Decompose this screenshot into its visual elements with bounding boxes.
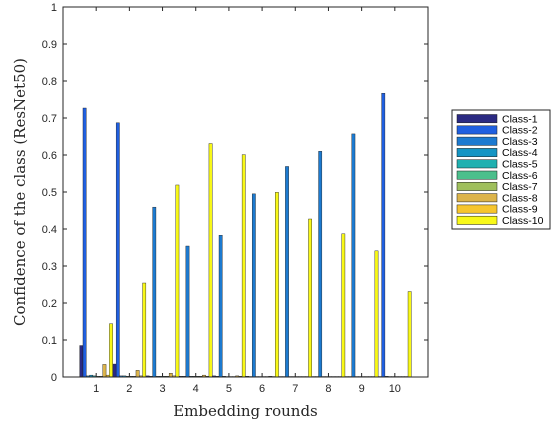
x-axis-label: Embedding rounds [173, 402, 318, 420]
bar-class-2-round-10 [381, 93, 386, 378]
x-tick-label: 2 [126, 383, 132, 395]
bar-class-10-round-9 [374, 250, 379, 378]
x-tick-label: 5 [226, 383, 232, 395]
y-tick-label: 0.9 [42, 39, 57, 51]
y-tick-label: 0 [51, 372, 57, 384]
bar-class-10-round-1 [109, 323, 113, 378]
bar-class-3-round-6 [251, 193, 256, 378]
y-tick-label: 1 [51, 2, 57, 14]
bar-class-3-round-4 [185, 245, 190, 378]
y-tick-label: 0.1 [42, 335, 57, 347]
x-tick-label: 4 [193, 383, 199, 395]
bar-class-3-round-7 [285, 166, 289, 378]
x-tick-label: 7 [292, 383, 298, 395]
y-tick-label: 0.8 [42, 76, 57, 88]
y-tick-label: 0.6 [42, 150, 57, 162]
bar-class-8-round-1 [102, 364, 107, 378]
legend-label-class-6: Class-6 [502, 170, 538, 182]
legend-label-class-9: Class-9 [502, 204, 538, 216]
bar-class-3-round-5 [218, 235, 223, 378]
legend-label-class-7: Class-7 [502, 181, 538, 193]
legend-swatch-class-4 [456, 148, 498, 157]
bar-class-2-round-1 [82, 107, 87, 378]
x-tick-label: 9 [359, 383, 365, 395]
legend-swatch-class-7 [456, 182, 498, 191]
x-tick-label: 6 [259, 383, 265, 395]
legend: Class-1Class-2Class-3Class-4Class-5Class… [451, 109, 551, 230]
bar-class-10-round-6 [275, 192, 279, 378]
legend-label-class-10: Class-10 [502, 215, 544, 227]
bar-class-10-round-3 [175, 184, 180, 378]
bar-class-10-round-5 [241, 154, 246, 378]
y-tick-label: 0.5 [42, 187, 57, 199]
legend-label-class-3: Class-3 [502, 136, 538, 148]
bar-class-2-round-2 [115, 122, 120, 378]
bar-class-3-round-3 [152, 206, 157, 378]
bar-class-10-round-7 [308, 218, 312, 378]
x-tick-label: 1 [93, 383, 99, 395]
bar-class-1-round-2 [112, 363, 117, 378]
bar-class-10-round-4 [208, 143, 213, 378]
bar-class-10-round-8 [341, 233, 346, 378]
bar-class-8-round-3 [168, 373, 173, 378]
y-tick-label: 0.2 [42, 298, 57, 310]
bar-class-10-round-2 [142, 282, 147, 378]
y-tick-label: 0.4 [42, 224, 57, 236]
legend-label-class-5: Class-5 [502, 159, 538, 171]
legend-label-class-1: Class-1 [502, 113, 538, 125]
bar-class-3-round-9 [351, 133, 356, 378]
x-tick-label: 8 [325, 383, 331, 395]
bars-layer [79, 93, 412, 378]
legend-label-class-8: Class-8 [502, 192, 538, 204]
legend-swatch-class-5 [456, 159, 498, 169]
legend-label-class-4: Class-4 [502, 147, 538, 159]
axis-ticks: 0 0.1 0.2 0.3 0.4 0.5 0.6 0.7 0.8 0.9 1 1 2 3 4 5 6 7 8 9 10 [42, 2, 428, 395]
legend-swatch-class-2 [456, 125, 498, 135]
y-tick-label: 0.7 [42, 113, 57, 125]
legend-label-class-2: Class-2 [502, 125, 538, 137]
legend-swatch-class-10 [456, 215, 498, 225]
x-tick-label: 3 [159, 383, 165, 395]
bar-class-10-round-10 [407, 291, 412, 378]
x-tick-label: 10 [389, 383, 401, 395]
bar-class-1-round-1 [79, 345, 84, 378]
legend-swatch-class-6 [456, 170, 498, 180]
bar-class-3-round-8 [318, 151, 323, 378]
legend-swatch-class-9 [456, 204, 498, 214]
y-axis-label: Confidence of the class (ResNet50) [11, 58, 29, 326]
bar-class-8-round-2 [135, 370, 140, 378]
legend-swatch-class-3 [456, 136, 498, 146]
legend-swatch-class-1 [456, 114, 498, 124]
legend-swatch-class-8 [456, 193, 498, 203]
y-tick-label: 0.3 [42, 261, 57, 273]
